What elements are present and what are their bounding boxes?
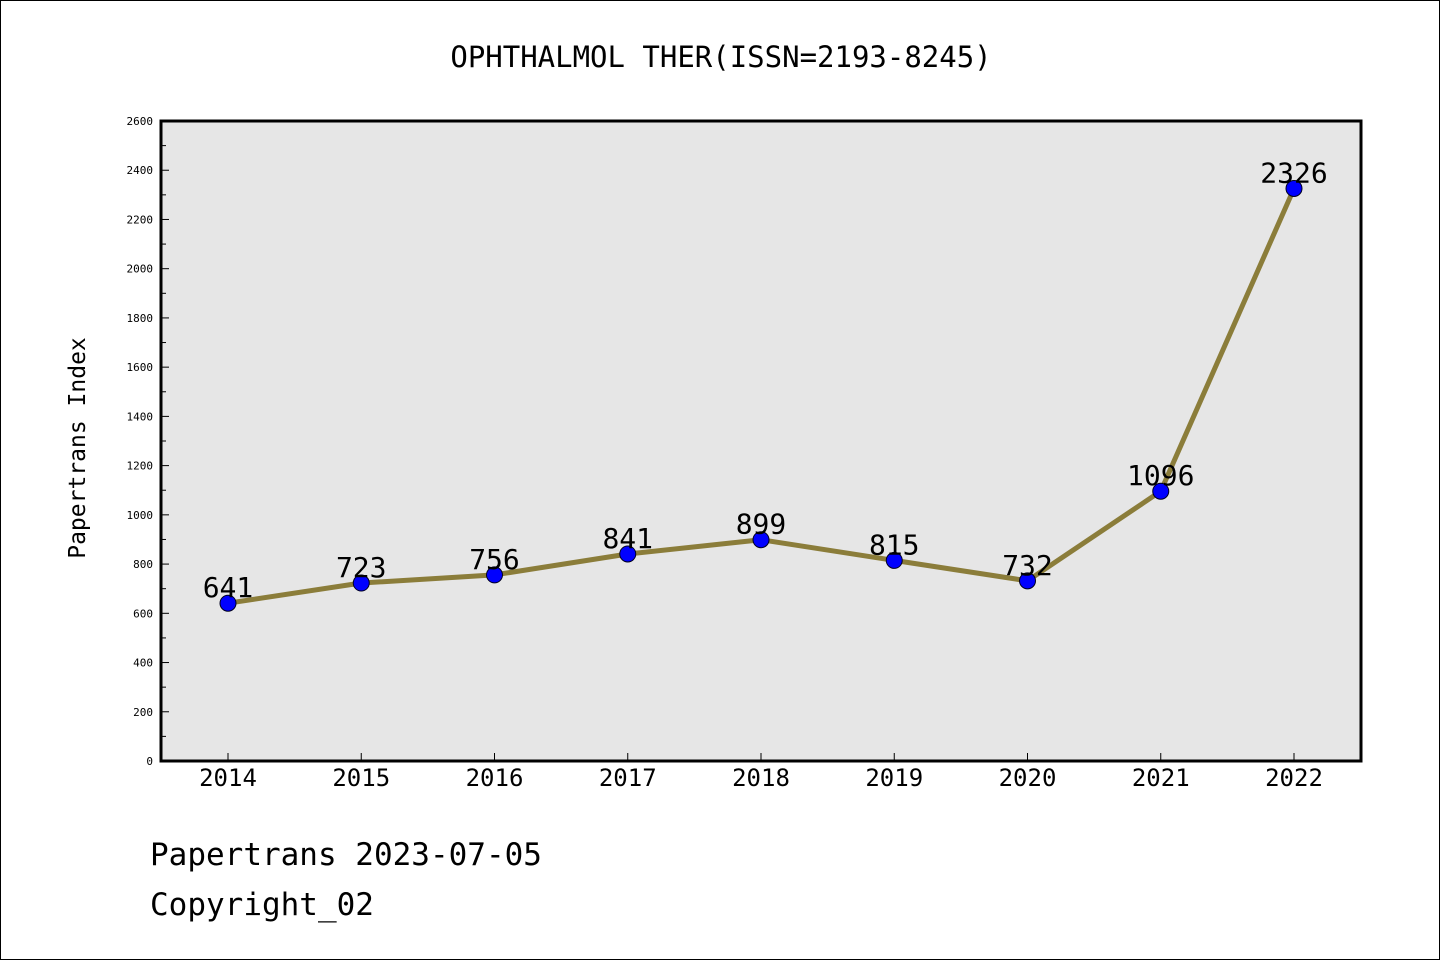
series-markers <box>219 179 1303 612</box>
data-label: 641 <box>203 571 254 604</box>
y-tick-label: 1800 <box>127 312 154 325</box>
y-tick-label: 1600 <box>127 361 154 374</box>
x-tick-label: 2018 <box>732 764 790 792</box>
data-point <box>885 551 903 569</box>
data-label: 732 <box>1002 549 1053 582</box>
y-tick-label: 200 <box>133 706 153 719</box>
data-point <box>1152 482 1170 500</box>
x-tick-label: 2021 <box>1132 764 1190 792</box>
x-tick-label: 2019 <box>865 764 923 792</box>
y-tick-label: 1400 <box>127 410 154 423</box>
y-tick-label: 2200 <box>127 213 154 226</box>
data-point <box>1019 572 1036 590</box>
y-tick-label: 400 <box>133 657 153 670</box>
data-point <box>1285 179 1303 197</box>
data-point <box>619 545 637 563</box>
y-tick-label: 0 <box>146 755 153 768</box>
data-labels: 641 723 756 841 899 815 732 1096 2326 <box>203 156 1328 604</box>
y-axis-label: Papertrans Index <box>65 337 91 559</box>
data-label: 756 <box>469 543 520 576</box>
y-tick-label: 2600 <box>127 115 154 128</box>
x-tick-label: 2014 <box>199 764 257 792</box>
x-tick-label: 2017 <box>599 764 657 792</box>
data-point <box>752 531 770 549</box>
data-label: 1096 <box>1127 459 1194 492</box>
data-point <box>486 566 503 584</box>
y-axis: 0 200 400 600 800 1000 1200 1400 1600 1800 2000 220… <box>127 115 169 768</box>
x-tick-label: 2022 <box>1265 764 1323 792</box>
chart-title: OPHTHALMOL THER(ISSN=2193-8245) <box>450 40 991 74</box>
y-tick-label: 600 <box>133 607 153 620</box>
data-point <box>352 574 370 592</box>
data-label: 815 <box>869 528 920 561</box>
x-tick-label: 2015 <box>332 764 390 792</box>
data-label: 841 <box>602 522 653 555</box>
data-point <box>219 594 237 612</box>
y-tick-label: 1000 <box>127 509 154 522</box>
x-tick-label: 2016 <box>466 764 524 792</box>
plot-area <box>159 119 1363 763</box>
x-axis: 2014 2015 2016 2017 2018 2019 2020 2021 2022 <box>199 753 1323 792</box>
x-tick-label: 2020 <box>999 764 1057 792</box>
footer-copyright: Copyright_02 <box>150 887 374 923</box>
y-tick-label: 2400 <box>127 164 154 177</box>
data-label: 899 <box>736 508 787 541</box>
data-label: 2326 <box>1260 156 1327 189</box>
footer-date: Papertrans 2023-07-05 <box>150 837 542 873</box>
data-label: 723 <box>336 551 387 584</box>
y-tick-label: 800 <box>133 558 153 571</box>
y-tick-label: 2000 <box>127 263 154 276</box>
y-tick-label: 1200 <box>127 460 154 473</box>
